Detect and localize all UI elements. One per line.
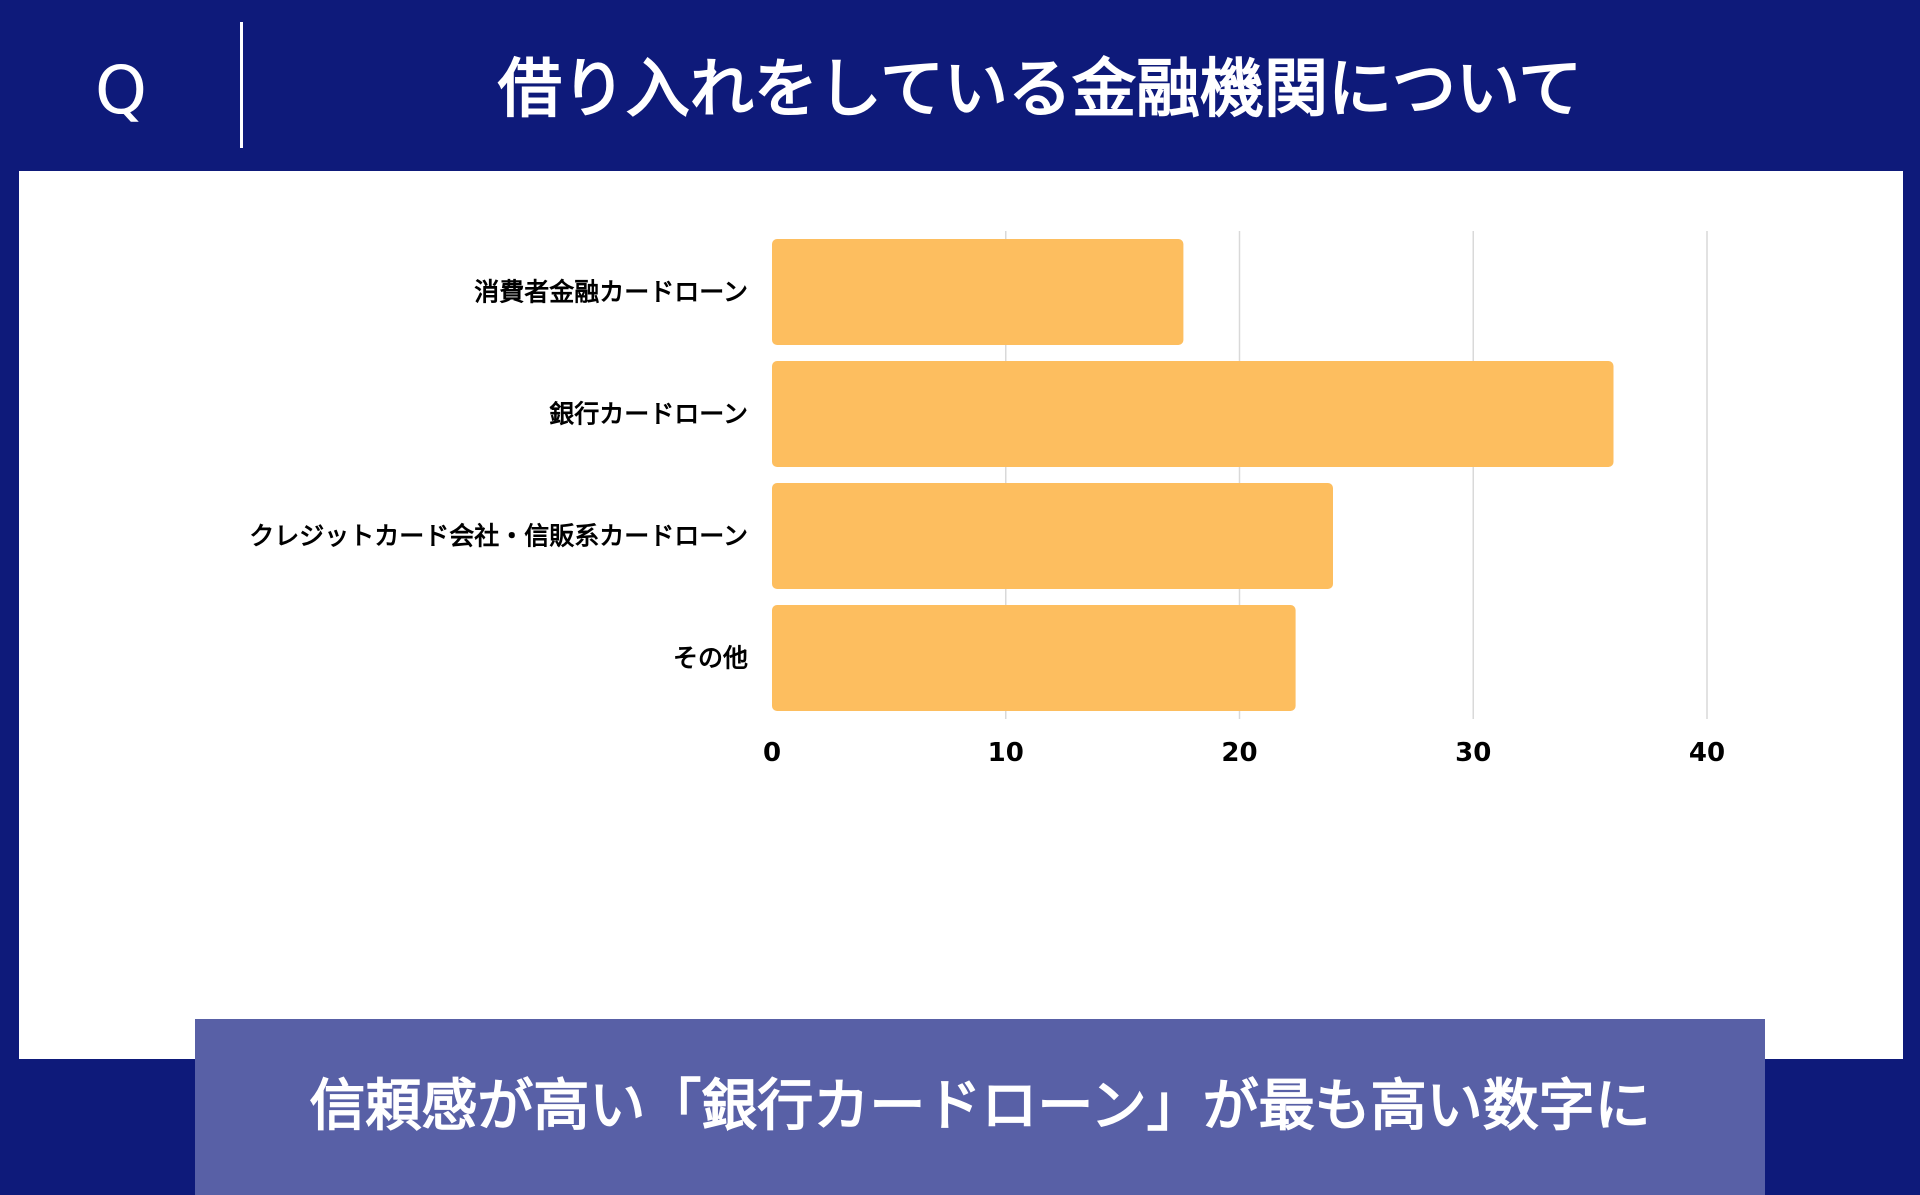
question-mark-label: Q [95, 52, 147, 129]
bar-1 [772, 239, 1184, 345]
page-title: 借り入れをしている金融機関について [497, 53, 1583, 127]
category-label-4: その他 [673, 644, 748, 673]
bar-2 [772, 361, 1614, 467]
x-tick-label-10: 10 [988, 738, 1024, 768]
x-tick-label-40: 40 [1689, 738, 1725, 768]
bar-4 [772, 605, 1296, 711]
category-label-1: 消費者金融カードローン [474, 278, 748, 307]
category-labels: 消費者金融カードローン銀行カードローンクレジットカード会社・信販系カードローンそ… [249, 278, 748, 673]
x-tick-label-20: 20 [1221, 738, 1257, 768]
x-tick-label-0: 0 [763, 738, 781, 768]
category-label-3: クレジットカード会社・信販系カードローン [249, 522, 748, 551]
bar-3 [772, 483, 1333, 589]
x-tick-label-30: 30 [1455, 738, 1491, 768]
conclusion-text: 信頼感が高い「銀行カードローン」が最も高い数字に [309, 1074, 1651, 1139]
bars [772, 239, 1614, 711]
category-label-2: 銀行カードローン [549, 400, 748, 429]
chart-panel: 消費者金融カードローン銀行カードローンクレジットカード会社・信販系カードローンそ… [19, 171, 1903, 1195]
conclusion-banner: 信頼感が高い「銀行カードローン」が最も高い数字に [195, 1019, 1765, 1195]
bar-chart: 消費者金融カードローン銀行カードローンクレジットカード会社・信販系カードローンそ… [249, 231, 1725, 768]
header-divider [240, 22, 243, 148]
x-tick-labels: 0 10 20 30 40 [763, 738, 1725, 768]
